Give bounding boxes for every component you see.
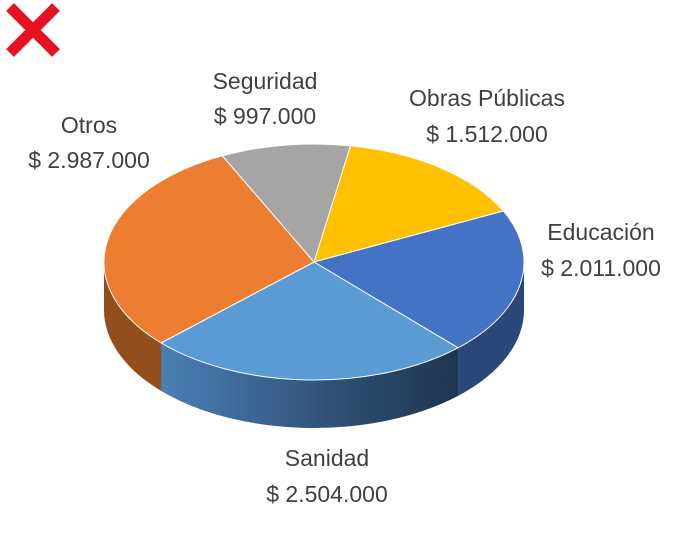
slice-name-seguridad: Seguridad — [213, 68, 318, 94]
slice-label-obras: Obras Públicas $ 1.512.000 — [409, 85, 565, 147]
slice-obras-publicas — [313, 145, 504, 263]
slice-value-obras-publicas: $ 1.512.000 — [426, 121, 548, 147]
slice-name-sanidad: Sanidad — [285, 445, 369, 471]
slice-name-otros: Otros — [61, 112, 117, 138]
slice-value-sanidad: $ 2.504.000 — [266, 481, 388, 507]
close-icon — [6, 3, 60, 57]
slice-otros — [103, 155, 315, 344]
slice-value-seguridad: $ 997.000 — [214, 103, 316, 129]
slice-label-seguridad: Seguridad $ 997.000 — [213, 68, 318, 129]
slice-label-otros: Otros $ 2.987.000 — [28, 112, 150, 173]
slice-name-educacion: Educación — [547, 219, 654, 245]
slice-name-obras-publicas: Obras Públicas — [409, 85, 565, 111]
slice-side-otros — [104, 262, 162, 391]
slice-sanidad — [160, 261, 459, 381]
pie-slices — [103, 143, 525, 428]
slice-side-educacion — [458, 262, 524, 396]
slice-educacion — [313, 210, 525, 349]
slice-label-sanidad: Sanidad $ 2.504.000 — [266, 445, 388, 507]
slice-value-otros: $ 2.987.000 — [28, 147, 150, 173]
slice-label-educacion: Educación $ 2.011.000 — [541, 219, 661, 281]
slice-value-educacion: $ 2.011.000 — [541, 255, 661, 281]
slice-seguridad — [221, 143, 351, 263]
slice-side-sanidad — [161, 342, 459, 428]
